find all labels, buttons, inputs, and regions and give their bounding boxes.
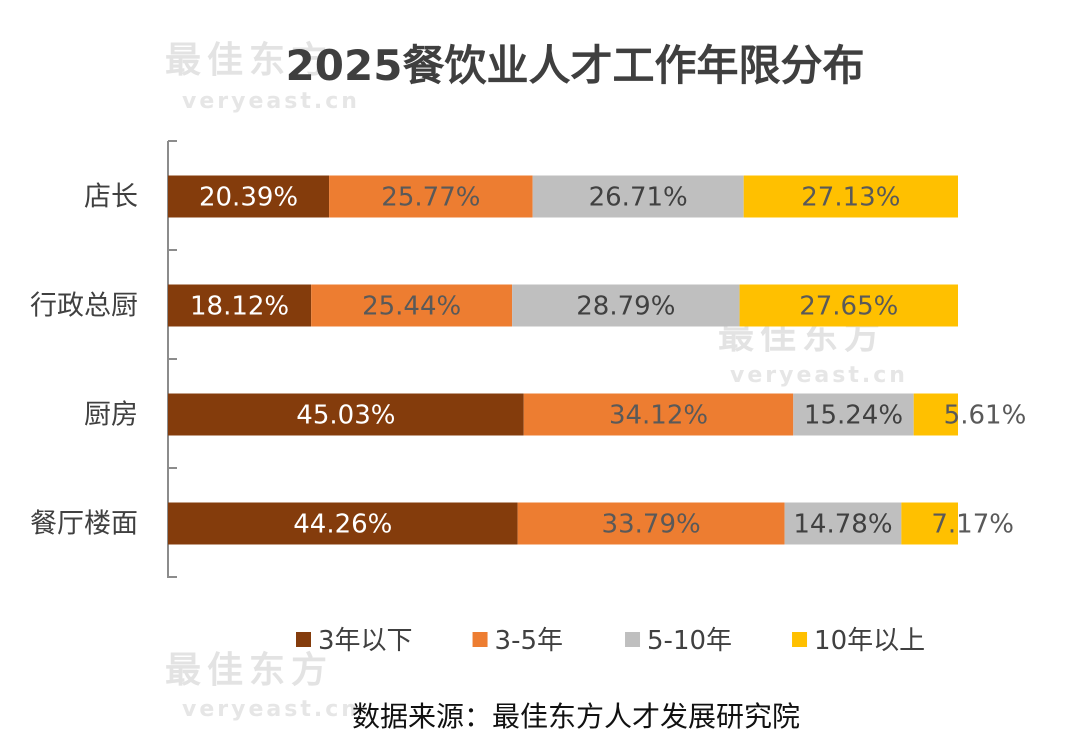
category-label: 厨房 (84, 400, 138, 431)
data-label: 44.26% (293, 510, 392, 540)
bar-segment (913, 393, 958, 436)
legend-label: 10年以上 (814, 626, 925, 656)
bar-segment (743, 175, 958, 218)
data-label: 15.24% (804, 401, 903, 431)
bar-segment (168, 175, 330, 218)
data-label: 5.61% (944, 401, 1027, 431)
legend-label: 3-5年 (495, 626, 563, 656)
data-label: 28.79% (576, 292, 675, 322)
legend-swatch (472, 632, 488, 647)
data-label: 27.13% (801, 183, 900, 213)
bar-segment (739, 284, 958, 327)
bar-segment (793, 393, 914, 436)
chart-title: 2025餐饮业人才工作年限分布 (286, 41, 865, 90)
data-label: 34.12% (609, 401, 708, 431)
data-label: 33.79% (602, 510, 701, 540)
watermark-layer: 最佳东方veryeast.cn最佳东方veryeast.cn最佳东方veryea… (165, 40, 908, 722)
data-label: 7.17% (931, 510, 1014, 540)
bar-segment (168, 284, 312, 327)
watermark-cn: 最佳东方 (165, 40, 333, 81)
legend-swatch (296, 632, 311, 647)
bar-segment (523, 393, 794, 436)
data-label: 20.39% (199, 183, 298, 213)
bar-segment (532, 175, 744, 218)
watermark-en: veryeast.cn (182, 89, 360, 114)
data-label: 45.03% (296, 401, 395, 431)
bar-segment (168, 502, 518, 545)
data-label: 27.65% (799, 292, 898, 322)
category-label: 行政总厨 (30, 291, 138, 322)
legend-swatch (625, 632, 641, 647)
bar-segment (168, 393, 524, 436)
legend: 3年以下 3-5年 5-10年 10年以上 (296, 626, 925, 656)
data-label: 25.77% (381, 183, 480, 213)
legend-label: 3年以下 (318, 626, 413, 656)
data-label: 14.78% (793, 510, 892, 540)
bar-series-group: 20.39% 25.77% 26.71% 27.13% 18.12% 25.44% 28.7… (168, 175, 1027, 545)
watermark-en: veryeast.cn (182, 697, 360, 722)
bar-segment (901, 502, 958, 545)
legend-swatch (792, 632, 808, 647)
legend-label: 5-10年 (647, 626, 732, 656)
data-label: 26.71% (589, 183, 688, 213)
bar-segment (512, 284, 740, 327)
source-note: 数据来源：最佳东方人才发展研究院 (352, 700, 800, 733)
bar-segment (329, 175, 533, 218)
watermark-en: veryeast.cn (730, 363, 908, 388)
category-label: 店长 (84, 182, 138, 213)
category-label: 餐厅楼面 (30, 509, 138, 540)
watermark-cn: 最佳东方 (165, 650, 333, 691)
bar-segment (784, 502, 902, 545)
data-label: 18.12% (190, 292, 289, 322)
bar-segment (517, 502, 785, 545)
data-label: 25.44% (362, 292, 461, 322)
bar-segment (311, 284, 513, 327)
